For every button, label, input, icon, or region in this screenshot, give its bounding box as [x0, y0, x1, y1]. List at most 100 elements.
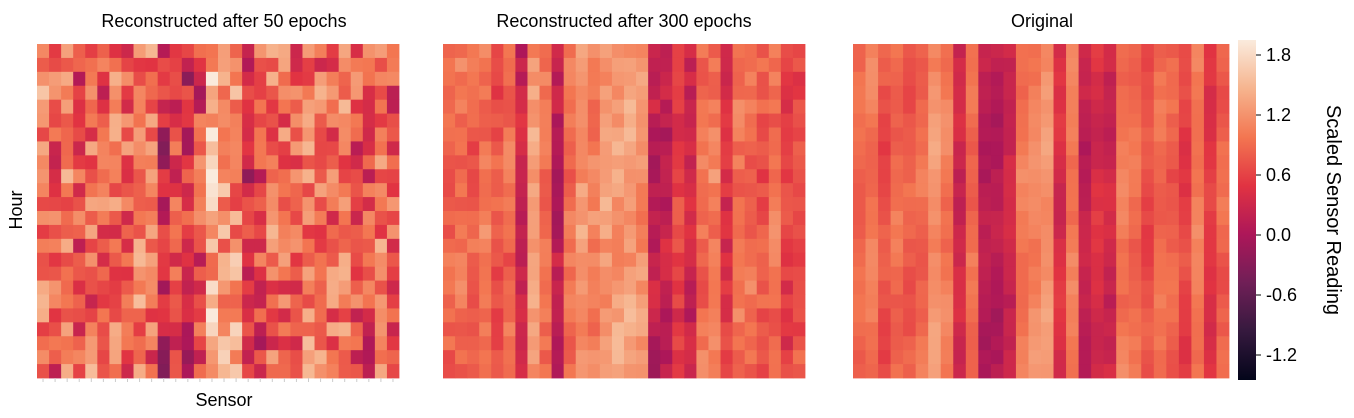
heatmap-cell — [242, 197, 255, 212]
heatmap-cell — [965, 169, 979, 184]
heatmap-cell — [121, 308, 134, 323]
heatmap-cell — [928, 336, 942, 351]
heatmap-cell — [648, 266, 661, 281]
heatmap-cell — [624, 44, 637, 59]
heatmap-cell — [230, 113, 243, 128]
heatmap-cell — [624, 266, 637, 281]
heatmap-cell — [853, 350, 866, 365]
heatmap-cell — [768, 211, 782, 226]
heatmap-cell — [1166, 350, 1180, 365]
heatmap-cell — [684, 336, 697, 351]
heatmap-cell — [181, 197, 195, 212]
heatmap-cell — [61, 141, 74, 156]
heatmap-cell — [965, 44, 979, 59]
heatmap-cell — [768, 71, 782, 87]
heatmap-cell — [878, 113, 891, 128]
heatmap-cell — [242, 211, 255, 226]
heatmap-cell — [218, 113, 231, 128]
heatmap-cell — [254, 197, 267, 212]
heatmap-cell — [978, 238, 992, 254]
heatmap-cell — [527, 141, 540, 156]
heatmap-cell — [85, 141, 98, 156]
heatmap-cell — [467, 280, 480, 295]
heatmap-cell — [720, 183, 733, 198]
heatmap-cell — [660, 155, 673, 170]
heatmap-cell — [491, 44, 504, 59]
heatmap-cell — [732, 71, 746, 87]
heatmap-cell — [205, 280, 219, 295]
heatmap-cell — [326, 224, 340, 240]
heatmap-cell — [49, 364, 62, 379]
heatmap-cell — [575, 85, 589, 101]
heatmap-cell — [97, 252, 110, 268]
heatmap-cell — [978, 350, 992, 365]
heatmap-cell — [1141, 266, 1155, 281]
heatmap-cell — [491, 252, 504, 268]
heatmap-cell — [218, 224, 231, 240]
heatmap-cell — [1141, 322, 1155, 337]
heatmap-cell — [1041, 99, 1054, 114]
heatmap-cell — [37, 169, 50, 184]
heatmap-cell — [1066, 294, 1079, 309]
heatmap-cell — [953, 350, 967, 365]
heatmap-cell — [193, 266, 207, 281]
heatmap-cell — [696, 183, 709, 198]
heatmap-cell — [928, 155, 942, 170]
heatmap-cell — [1078, 183, 1092, 198]
heatmap-cell — [696, 294, 709, 309]
heatmap-cell — [503, 308, 516, 323]
heatmap-cell — [109, 308, 122, 323]
heatmap-cell — [97, 294, 110, 309]
heatmap-cell — [443, 127, 456, 142]
heatmap-cell — [890, 308, 904, 323]
heatmap-cell — [374, 127, 388, 142]
heatmap-cell — [756, 127, 770, 142]
heatmap-cell — [1178, 266, 1192, 281]
heatmap-cell — [314, 71, 327, 87]
heatmap-cell — [1041, 266, 1054, 281]
heatmap-cell — [266, 85, 279, 101]
heatmap-cell — [708, 71, 721, 87]
heatmap-cell — [624, 336, 637, 351]
heatmap-cell — [443, 99, 456, 114]
heatmap-cell — [708, 252, 721, 268]
heatmap-cell — [915, 252, 929, 268]
heatmap-cell — [928, 44, 942, 59]
heatmap-cell — [443, 113, 456, 128]
heatmap-cell — [443, 252, 456, 268]
heatmap-cell — [1203, 224, 1217, 240]
heatmap-cell — [145, 280, 159, 295]
heatmap-cell — [865, 252, 879, 268]
heatmap-cell — [853, 322, 866, 337]
heatmap-cell — [1166, 238, 1180, 254]
heatmap-cell — [587, 364, 601, 379]
heatmap-cell — [362, 183, 376, 198]
heatmap-cell — [1028, 127, 1042, 142]
heatmap-cell — [660, 85, 673, 101]
heatmap-cell — [1091, 238, 1105, 254]
heatmap-cell — [965, 85, 979, 101]
heatmap-cell — [744, 224, 758, 240]
heatmap-cell — [242, 71, 255, 87]
heatmap-cell — [350, 85, 364, 101]
heatmap-cell — [338, 113, 352, 128]
heatmap-cell — [374, 364, 388, 379]
heatmap-cell — [1091, 113, 1105, 128]
heatmap-cell — [660, 71, 673, 87]
heatmap-cell — [85, 308, 98, 323]
heatmap-cell — [744, 169, 758, 184]
heatmap-cell — [599, 350, 613, 365]
heatmap-cell — [965, 127, 979, 142]
heatmap-cell — [503, 155, 516, 170]
heatmap-cell — [575, 322, 589, 337]
heatmap-cell — [278, 350, 291, 365]
heatmap-cell — [455, 113, 468, 128]
heatmap-cell — [903, 364, 917, 379]
heatmap-cell — [49, 238, 62, 254]
heatmap-cell — [890, 252, 904, 268]
heatmap-cell — [1116, 197, 1130, 212]
heatmap-cell — [218, 99, 231, 114]
heatmap-cell — [878, 155, 891, 170]
heatmap-cell — [648, 364, 661, 379]
heatmap-cell — [768, 127, 782, 142]
